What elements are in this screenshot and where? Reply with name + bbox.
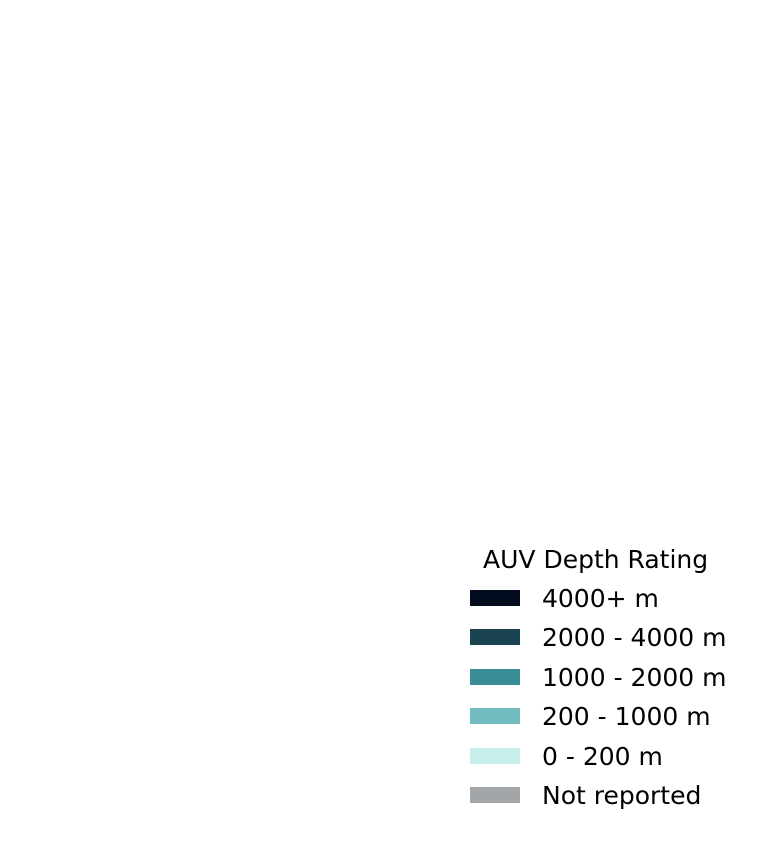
legend-swatch bbox=[470, 708, 520, 724]
legend-swatch bbox=[470, 590, 520, 606]
legend-title: AUV Depth Rating bbox=[483, 545, 709, 574]
legend-label: Not reported bbox=[542, 781, 702, 810]
legend-label: 0 - 200 m bbox=[542, 742, 663, 771]
legend-item-4000-plus: 4000+ m bbox=[462, 584, 762, 614]
legend-swatch bbox=[470, 748, 520, 764]
legend-label: 200 - 1000 m bbox=[542, 702, 711, 731]
legend-swatch bbox=[470, 787, 520, 803]
legend-item-200-1000: 200 - 1000 m bbox=[462, 702, 762, 732]
legend-label: 2000 - 4000 m bbox=[542, 623, 727, 652]
legend-label: 4000+ m bbox=[542, 584, 659, 613]
legend-item-not-reported: Not reported bbox=[462, 781, 762, 811]
legend-item-2000-4000: 2000 - 4000 m bbox=[462, 623, 762, 653]
legend-swatch bbox=[470, 629, 520, 645]
legend-item-1000-2000: 1000 - 2000 m bbox=[462, 663, 762, 693]
legend-item-0-200: 0 - 200 m bbox=[462, 742, 762, 772]
legend-label: 1000 - 2000 m bbox=[542, 663, 727, 692]
legend-swatch bbox=[470, 669, 520, 685]
